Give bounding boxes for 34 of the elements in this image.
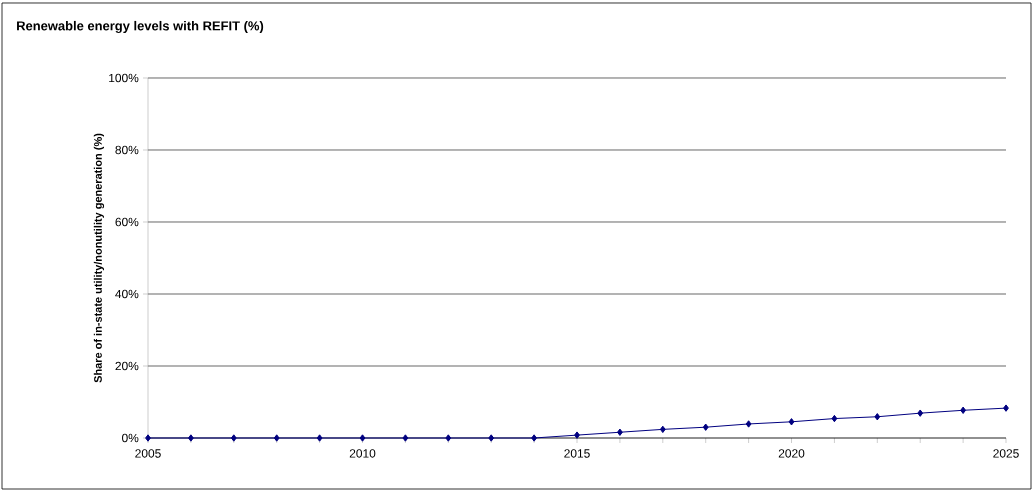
y-tick-label: 80%	[115, 145, 139, 155]
point	[788, 418, 795, 426]
point	[1003, 404, 1009, 412]
chart-title: Renewable energy levels with REFIT (%)	[17, 20, 264, 34]
y-axis-title: Share of in-state utility/nonutility generation (%)	[93, 133, 105, 383]
point	[316, 434, 323, 442]
x-tick-label: 2025	[993, 449, 1019, 458]
point	[188, 434, 194, 442]
point	[445, 434, 452, 442]
y-tick-label: 20%	[115, 361, 139, 371]
point	[702, 423, 709, 431]
point	[917, 409, 924, 417]
x-tick-label: 2010	[349, 449, 376, 458]
y-tick-label: 60%	[115, 217, 139, 227]
point	[145, 434, 151, 442]
point	[745, 420, 752, 428]
point	[273, 434, 280, 442]
point	[831, 414, 838, 423]
y-tick-label: 0%	[122, 433, 139, 443]
y-tick-label: 100%	[109, 73, 139, 83]
point	[359, 434, 366, 442]
point	[531, 434, 537, 442]
point	[960, 406, 966, 414]
point	[659, 425, 666, 434]
point	[402, 434, 409, 442]
y-tick-label: 40%	[115, 289, 139, 299]
point	[230, 434, 237, 442]
point	[617, 428, 623, 436]
point	[874, 413, 881, 421]
x-tick-label: 2005	[135, 449, 161, 458]
point	[488, 434, 495, 442]
x-tick-label: 2015	[564, 449, 590, 458]
x-tick-label: 2020	[778, 449, 805, 458]
point	[574, 431, 580, 439]
